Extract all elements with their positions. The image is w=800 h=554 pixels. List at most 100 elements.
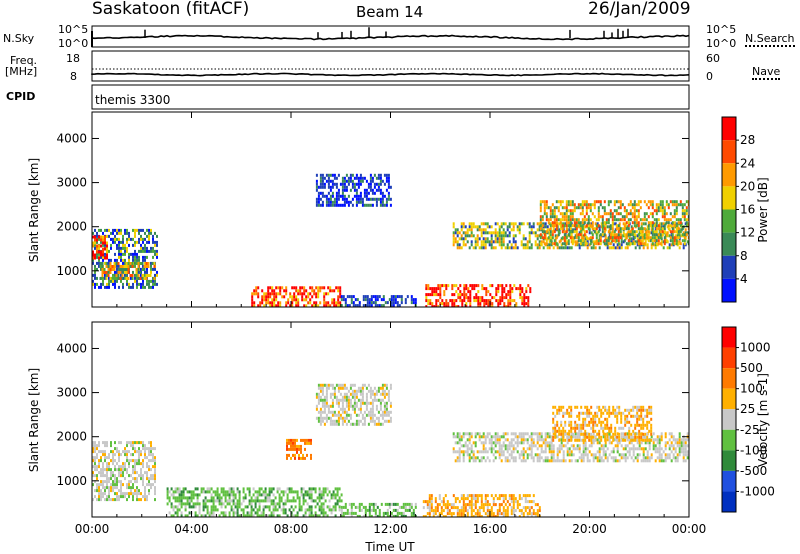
power-cell — [584, 243, 587, 247]
velocity-cell — [361, 413, 364, 417]
power-cell — [109, 262, 112, 265]
velocity-cell — [470, 500, 473, 504]
velocity-cell — [136, 450, 138, 454]
power-cell — [495, 290, 498, 294]
power-cell — [110, 246, 112, 250]
power-cell — [106, 250, 108, 254]
velocity-cell — [552, 411, 555, 415]
velocity-cell — [536, 447, 539, 451]
power-cell — [613, 233, 616, 237]
power-cell — [551, 212, 554, 216]
power-cell — [92, 231, 94, 235]
power-cell — [555, 221, 558, 225]
velocity-cell — [327, 383, 330, 387]
power-cell — [604, 225, 607, 229]
velocity-cell — [300, 456, 302, 460]
velocity-cell — [296, 514, 299, 517]
velocity-cell — [130, 441, 132, 445]
power-cell — [571, 239, 574, 243]
velocity-cell — [324, 487, 327, 491]
power-cell — [649, 200, 652, 204]
velocity-cell — [250, 499, 253, 503]
velocity-cell — [126, 492, 128, 496]
velocity-cell — [452, 447, 455, 451]
velocity-cell — [258, 505, 261, 509]
velocity-cell — [270, 499, 273, 503]
power-cell — [573, 236, 576, 240]
power-cell — [554, 237, 557, 241]
velocity-cell — [224, 514, 227, 517]
power-cell — [457, 293, 460, 297]
velocity-cell — [118, 480, 120, 484]
velocity-cell — [290, 441, 292, 445]
velocity-cell — [144, 456, 146, 460]
velocity-cell — [118, 471, 120, 475]
power-cell — [340, 304, 343, 307]
velocity-cell — [478, 509, 481, 513]
power-cell — [629, 212, 632, 216]
velocity-cell — [548, 450, 551, 454]
velocity-cell — [658, 444, 661, 448]
power-cell — [497, 299, 500, 303]
power-cell — [679, 242, 682, 246]
velocity-cell — [328, 499, 331, 503]
power-cell — [603, 209, 606, 213]
power-cell — [548, 231, 551, 235]
power-cell — [680, 228, 683, 232]
power-cell — [335, 286, 338, 290]
power-cell — [474, 243, 477, 247]
velocity-cell — [286, 447, 288, 451]
velocity-cell — [323, 404, 326, 408]
power-cell — [341, 179, 344, 183]
velocity-cell — [152, 456, 154, 460]
power-cell — [657, 224, 660, 228]
power-cell — [608, 225, 611, 229]
velocity-cell — [566, 438, 569, 442]
power-cell — [659, 200, 662, 204]
velocity-cell — [302, 453, 304, 457]
power-cell — [469, 293, 472, 297]
power-cell — [343, 203, 346, 207]
power-cell — [251, 292, 254, 296]
velocity-cell — [336, 487, 339, 491]
power-cell — [528, 237, 531, 241]
velocity-cell — [122, 495, 124, 499]
power-cell — [100, 238, 102, 242]
velocity-cell — [315, 404, 318, 408]
power-cell — [501, 296, 504, 300]
power-cell — [680, 234, 683, 238]
power-cell — [128, 255, 130, 259]
velocity-cell — [478, 515, 481, 517]
velocity-cell — [294, 441, 296, 445]
velocity-cell — [478, 432, 481, 436]
power-cell — [667, 224, 670, 228]
velocity-cell — [552, 429, 555, 433]
velocity-cell — [492, 503, 495, 507]
velocity-cell — [214, 508, 217, 512]
velocity-cell — [560, 444, 563, 448]
power-cell — [463, 284, 466, 288]
power-cell — [665, 239, 668, 243]
velocity-cell — [204, 499, 207, 503]
power-cell — [609, 242, 612, 246]
velocity-cell — [490, 509, 493, 513]
power-cell — [483, 299, 486, 303]
velocity-cell — [288, 441, 290, 445]
power-cell — [610, 231, 613, 235]
power-cell — [622, 240, 625, 244]
velocity-cell — [294, 490, 297, 494]
power-cell — [140, 246, 142, 250]
power-cell — [387, 182, 390, 186]
power-cell — [124, 270, 126, 274]
velocity-cell — [538, 444, 541, 448]
power-cell — [589, 242, 592, 246]
velocity-cell — [532, 438, 535, 442]
velocity-cell — [214, 493, 217, 497]
power-cell — [534, 234, 537, 238]
power-cell — [565, 206, 568, 210]
velocity-cell — [308, 438, 310, 442]
velocity-cell — [218, 514, 221, 517]
velocity-cell — [460, 435, 463, 439]
velocity-cell — [454, 497, 457, 501]
power-cell — [102, 247, 104, 251]
